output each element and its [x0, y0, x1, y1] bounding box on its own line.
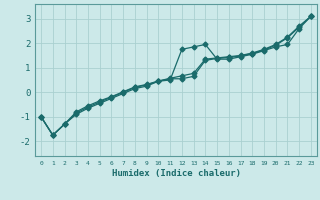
X-axis label: Humidex (Indice chaleur): Humidex (Indice chaleur)	[111, 169, 241, 178]
